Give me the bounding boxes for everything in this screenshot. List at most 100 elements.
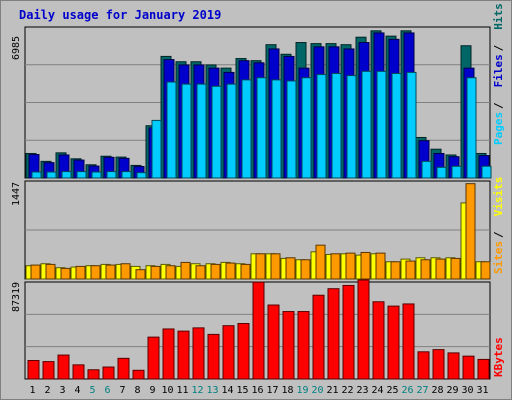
pages-bar-day-12: [196, 83, 207, 179]
sites-bar-day-5: [90, 265, 101, 280]
sites-bar-day-30: [465, 183, 476, 280]
kbytes-bar-day-6: [102, 366, 115, 380]
kbytes-bar-day-14: [222, 325, 235, 380]
legend-separator: /: [492, 231, 505, 238]
pages-bar-day-3: [61, 171, 72, 179]
pages-bar-day-29: [451, 165, 462, 179]
sites-bar-day-1: [30, 264, 41, 280]
kbytes-bar-day-22: [342, 284, 355, 380]
kbytes-bar-day-3: [57, 354, 70, 380]
kbytes-bar-day-12: [192, 327, 205, 380]
kbytes-bar-day-9: [147, 336, 160, 380]
kbytes-bar-day-10: [162, 328, 175, 380]
day-label-22: 22: [341, 385, 353, 396]
pages-bar-day-4: [76, 171, 87, 179]
day-label-3: 3: [59, 385, 65, 396]
sites-bar-day-16: [255, 253, 266, 280]
pages-bar-day-24: [376, 70, 387, 179]
pages-bar-day-14: [226, 83, 237, 179]
day-label-14: 14: [221, 385, 233, 396]
hits-ymax-label: 6985: [11, 36, 22, 60]
pages-bar-day-23: [361, 70, 372, 179]
pages-bar-day-22: [346, 75, 357, 179]
sites-bar-day-15: [240, 263, 251, 280]
day-label-29: 29: [446, 385, 458, 396]
sites-bar-day-11: [180, 261, 191, 280]
day-label-4: 4: [74, 385, 80, 396]
kbytes-bar-day-23: [357, 279, 370, 380]
kbytes-bar-day-26: [402, 303, 415, 380]
kbytes-bar-day-1: [27, 360, 40, 380]
pages-bar-day-30: [466, 77, 477, 179]
legend-sites: Sites: [492, 241, 505, 274]
kbytes-panel: [24, 279, 491, 380]
kbytes-bar-day-13: [207, 333, 220, 380]
sites-bar-day-6: [105, 264, 116, 280]
kbytes-bar-day-7: [117, 357, 130, 380]
sites-bar-day-26: [405, 260, 416, 280]
day-label-21: 21: [326, 385, 338, 396]
sites-bar-day-7: [120, 263, 131, 280]
sites-bar-day-13: [210, 263, 221, 280]
legend-separator: /: [492, 44, 505, 51]
day-label-10: 10: [161, 385, 173, 396]
legend-separator: /: [492, 102, 505, 109]
pages-bar-day-16: [256, 77, 267, 179]
kbytes-bar-day-4: [72, 364, 85, 380]
kbytes-bar-day-2: [42, 361, 55, 380]
pages-bar-day-1: [31, 171, 42, 179]
day-label-12: 12: [191, 385, 203, 396]
day-label-8: 8: [134, 385, 140, 396]
legend-visits: Visits: [492, 177, 505, 217]
kbytes-bar-day-24: [372, 301, 385, 380]
day-label-5: 5: [89, 385, 95, 396]
sites-bar-day-20: [315, 244, 326, 280]
sites-bar-day-24: [375, 252, 386, 280]
day-label-23: 23: [356, 385, 368, 396]
day-label-9: 9: [149, 385, 155, 396]
kbytes-bar-day-28: [432, 349, 445, 380]
sites-bar-day-14: [225, 262, 236, 280]
pages-bar-day-20: [316, 74, 327, 179]
kbytes-bar-day-16: [252, 281, 265, 380]
day-label-15: 15: [236, 385, 248, 396]
sites-bar-day-3: [60, 267, 71, 280]
kbytes-bar-day-25: [387, 305, 400, 380]
kbytes-bar-day-15: [237, 323, 250, 380]
legend-hits: Hits: [492, 3, 505, 30]
sites-bar-day-22: [345, 252, 356, 280]
pages-bar-day-7: [121, 171, 132, 179]
pages-bar-day-19: [301, 77, 312, 179]
pages-bar-day-11: [181, 83, 192, 179]
pages-bar-day-27: [421, 160, 432, 179]
pages-bar-day-21: [331, 72, 342, 179]
sites-bar-day-28: [435, 258, 446, 280]
kbytes-bar-day-30: [462, 355, 475, 380]
day-label-11: 11: [176, 385, 188, 396]
hits-files-pages-panel: [24, 26, 492, 179]
sites-bar-day-10: [165, 265, 176, 280]
pages-bar-day-15: [241, 79, 252, 179]
sites-bar-day-18: [285, 257, 296, 280]
pages-bar-day-8: [136, 172, 147, 179]
kbytes-bar-day-11: [177, 330, 190, 380]
kbytes-bar-day-18: [282, 311, 295, 380]
pages-bar-day-18: [286, 80, 297, 179]
kbytes-bar-day-8: [132, 369, 145, 380]
pages-bar-day-2: [46, 171, 57, 179]
day-label-17: 17: [266, 385, 278, 396]
chart-title: Daily usage for January 2019: [19, 8, 221, 22]
pages-bar-day-6: [106, 171, 117, 179]
sites-bar-day-12: [195, 265, 206, 280]
kbytes-bar-day-5: [87, 369, 100, 380]
day-label-18: 18: [281, 385, 293, 396]
day-label-13: 13: [206, 385, 218, 396]
kbytes-bar-day-29: [447, 352, 460, 380]
day-label-30: 30: [461, 385, 473, 396]
sites-bar-day-4: [75, 265, 86, 280]
pages-bar-day-26: [406, 71, 417, 179]
pages-bar-day-17: [271, 79, 282, 179]
day-label-27: 27: [416, 385, 428, 396]
sites-bar-day-8: [135, 269, 146, 280]
